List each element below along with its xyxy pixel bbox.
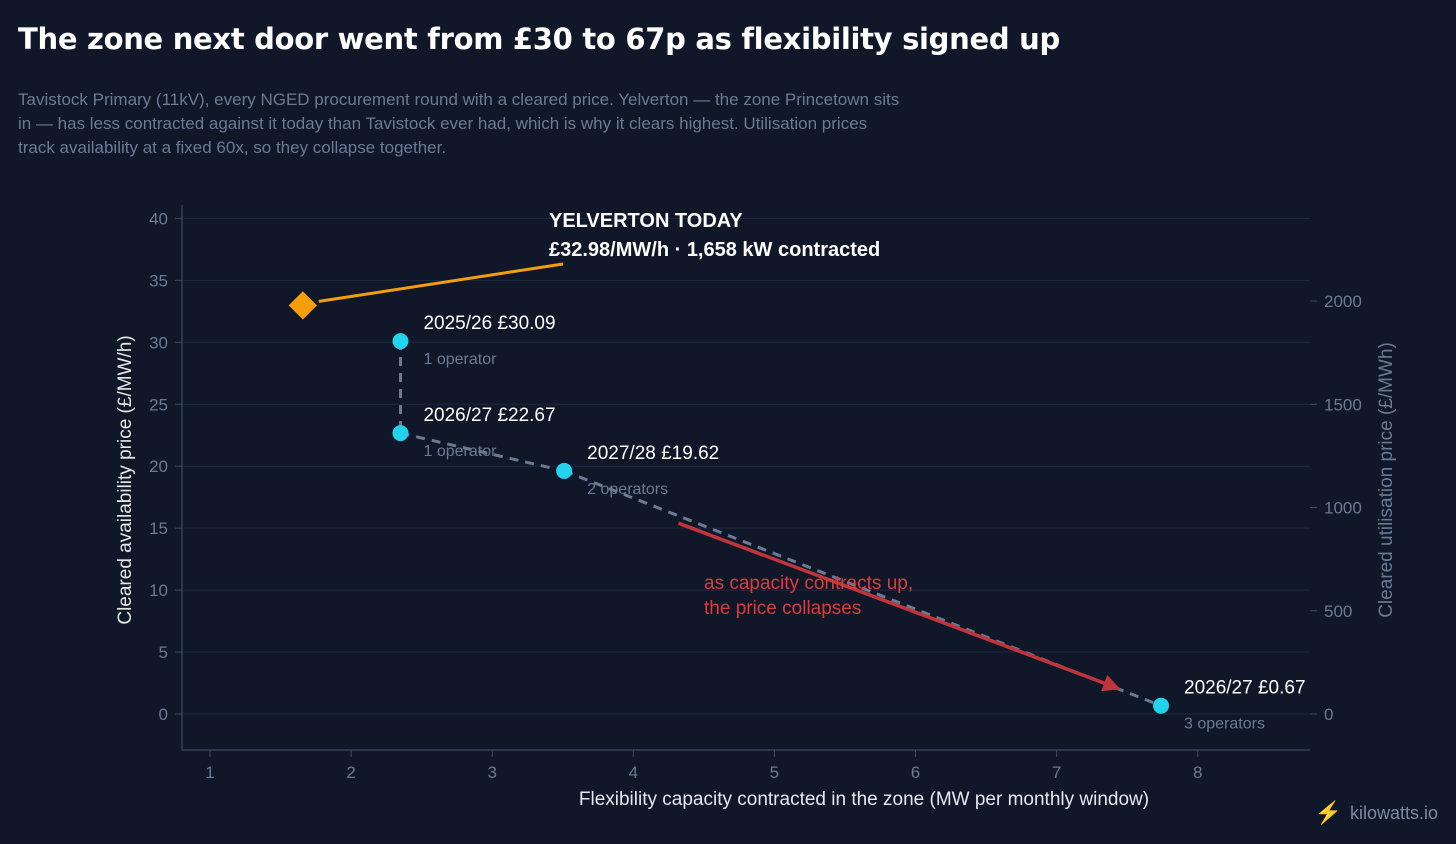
x-tick-label: 1 [205,763,214,782]
highlight-diamond [288,291,317,320]
y-tick-label: 0 [159,705,168,724]
data-labels: as capacity contracts up, the price colla… [423,210,1305,733]
point-operators-label: 1 operator [423,351,497,368]
x-tick-label: 3 [487,763,496,782]
highlight-leader-line [318,262,564,303]
y2-tick-label: 0 [1324,705,1333,724]
brand-name: kilowatts.io [1349,802,1438,823]
lightning-bolt-icon: ⚡ [1314,800,1342,825]
data-point [1153,697,1170,714]
x-tick-label: 5 [770,763,779,782]
data-point [392,425,409,442]
y-tick-label: 20 [149,457,168,476]
x-tick-label: 6 [911,763,920,782]
point-label: 2026/27 £0.67 [1184,678,1306,699]
y2-tick-label: 500 [1324,602,1352,621]
x-axis-title: Flexibility capacity contracted in the z… [579,789,1149,810]
point-operators-label: 3 operators [1184,716,1265,733]
y-tick-label: 25 [149,395,168,414]
point-label: 2026/27 £22.67 [423,405,555,426]
grid-lines [182,217,1310,715]
y-tick-label: 30 [149,333,168,352]
highlight-detail: £32.98/MW/h · 1,658 kW contracted [549,239,880,261]
chart-subtitle: Tavistock Primary (11kV), every NGED pro… [18,90,900,157]
y-tick-label: 40 [149,209,168,228]
chart-title: The zone next door went from £30 to 67p … [18,22,1060,56]
trend-annotation-line1: as capacity contracts up, [704,573,913,594]
y-axis-title: Cleared availability price (£/MW/h) [115,335,136,624]
axes: 0 5 10 15 20 25 30 35 40 0 500 1000 1500 2000 1 2 3 4 5 6 7 8… [115,205,1397,810]
data-points [288,291,1170,714]
brand-footer: ⚡ kilowatts.io [1315,800,1438,826]
y2-axis-title: Cleared utilisation price (£/MWh) [1376,342,1397,618]
y-tick-label: 5 [159,643,168,662]
x-tick-label: 7 [1052,763,1061,782]
point-label: 2025/26 £30.09 [423,313,555,334]
trend-arrow [677,521,1121,692]
y-tick-label: 15 [149,519,168,538]
connector-lines [318,262,1162,708]
data-point [556,462,573,479]
data-point [392,333,409,350]
y2-tick-label: 1500 [1324,395,1362,414]
x-tick-label: 2 [346,763,355,782]
x-tick-label: 8 [1193,763,1202,782]
y-tick-label: 10 [149,581,168,600]
point-label: 2027/28 £19.62 [587,443,719,464]
y-tick-label: 35 [149,271,168,290]
point-operators-label: 2 operators [587,481,668,498]
connector-line [400,431,565,473]
x-tick-label: 4 [629,763,638,782]
highlight-title: YELVERTON TODAY [549,210,743,232]
trend-annotation-line2: the price collapses [704,598,861,619]
point-operators-label: 1 operator [423,443,497,460]
y2-tick-label: 2000 [1324,292,1362,311]
y2-tick-label: 1000 [1324,499,1362,518]
